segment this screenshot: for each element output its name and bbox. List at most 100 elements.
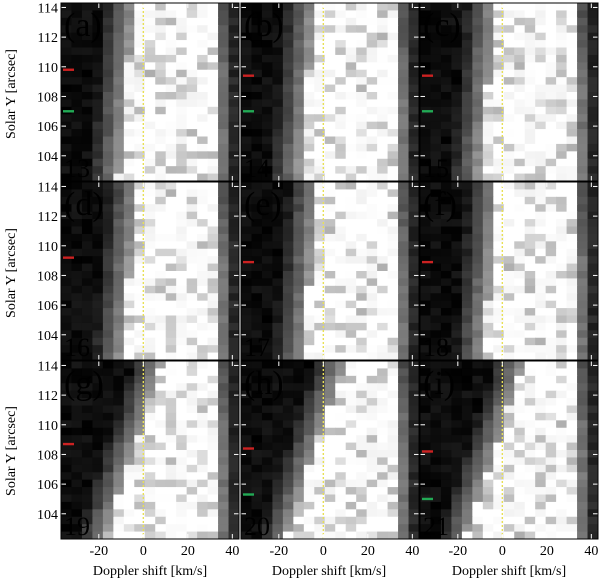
heatmap-cell [207,442,219,451]
heatmap-cell [197,285,209,294]
heatmap-cell [524,219,536,228]
heatmap-cell [123,524,135,533]
heatmap-cell [493,226,505,235]
y-tick-label: 104 [37,150,58,165]
heatmap-cell [335,361,347,370]
heatmap-cell [303,435,315,444]
panel-frame [240,181,420,361]
heatmap-cell [165,300,177,309]
heatmap-cell [408,106,419,115]
heatmap-cell [61,92,73,101]
heatmap-cell [251,54,263,63]
heatmap-cell [377,136,389,145]
heatmap-cell [272,330,284,339]
heatmap-cell [218,233,230,242]
heatmap-cell [186,17,198,26]
heatmap-cell [430,92,442,101]
heatmap-cell [587,494,598,503]
heatmap-cell [514,121,526,130]
heatmap-cell [493,204,505,213]
heatmap-cell [272,427,284,436]
heatmap-cell [113,263,125,272]
heatmap-cell [472,241,484,250]
heatmap-cell [134,293,146,302]
heatmap-cell [387,501,399,510]
heatmap-cell [472,136,484,145]
heatmap-cell [241,189,253,198]
heatmap-cell [81,99,94,108]
heatmap-cell [451,233,463,242]
heatmap-cell [61,285,73,294]
heatmap-cell [514,501,526,510]
heatmap-cell [123,54,135,63]
heatmap-cell [556,173,568,181]
heatmap-cell [186,143,198,152]
heatmap-cell [261,531,274,539]
heatmap-cell [430,450,442,459]
heatmap-cell [524,375,536,384]
heatmap-cell [461,531,473,539]
heatmap-cell [545,420,557,429]
x-axis-label-col2: Doppler shift [km/s] [272,564,386,579]
heatmap-cell [282,106,294,115]
heatmap-cell [261,271,274,280]
heatmap-cell [61,472,73,481]
heatmap-cell [493,182,505,191]
heatmap-cell [398,226,410,235]
heatmap-cell [218,32,230,41]
heatmap-cell [218,263,230,272]
panel-letter: (h) [244,365,284,402]
heatmap-cell [113,77,125,86]
heatmap-cell [282,182,294,191]
heatmap-cell [261,69,274,78]
heatmap-cell [144,442,156,451]
heatmap-cell [420,472,432,481]
heatmap-cell [251,25,263,34]
x-tick-label: 0 [320,544,327,559]
heatmap-cell [303,412,315,421]
heatmap-cell [134,99,146,108]
heatmap-cell [324,531,336,539]
heatmap-cell [451,189,463,198]
heatmap-cell [545,361,557,370]
heatmap-cell [282,442,294,451]
heatmap-cell [503,32,515,41]
heatmap-cell [377,204,389,213]
heatmap-cell [155,405,167,414]
heatmap-cell [71,77,83,86]
heatmap-cell [398,62,410,71]
heatmap-cell [207,99,219,108]
heatmap-cell [123,509,135,518]
heatmap-cell [102,25,114,34]
heatmap-cell [134,92,146,101]
heatmap-cell [261,10,274,19]
heatmap-cell [71,531,83,539]
heatmap-cell [377,77,389,86]
heatmap-cell [134,10,146,19]
heatmap-cell [228,285,239,294]
heatmap-cell [566,435,578,444]
heatmap-cell [461,263,473,272]
heatmap-cell [102,375,114,384]
heatmap-cell [440,427,453,436]
heatmap-cell [556,226,568,235]
heatmap-cell [430,361,442,370]
heatmap-cell [345,62,357,71]
heatmap-cell [451,106,463,115]
heatmap-cell [587,219,598,228]
heatmap-cell [335,509,347,518]
heatmap-cell [545,509,557,518]
panel-letter: (b) [244,7,284,44]
heatmap-cell [482,211,494,220]
heatmap-cell [587,398,598,407]
panel-number: 21 [423,512,449,541]
heatmap-cell [92,121,104,130]
heatmap-cell [102,368,114,377]
heatmap-cell [207,204,219,213]
heatmap-cell [144,196,156,205]
heatmap-cell [335,271,347,280]
heatmap-cell [472,32,484,41]
heatmap-cell [493,248,505,257]
heatmap-cell [314,322,326,331]
